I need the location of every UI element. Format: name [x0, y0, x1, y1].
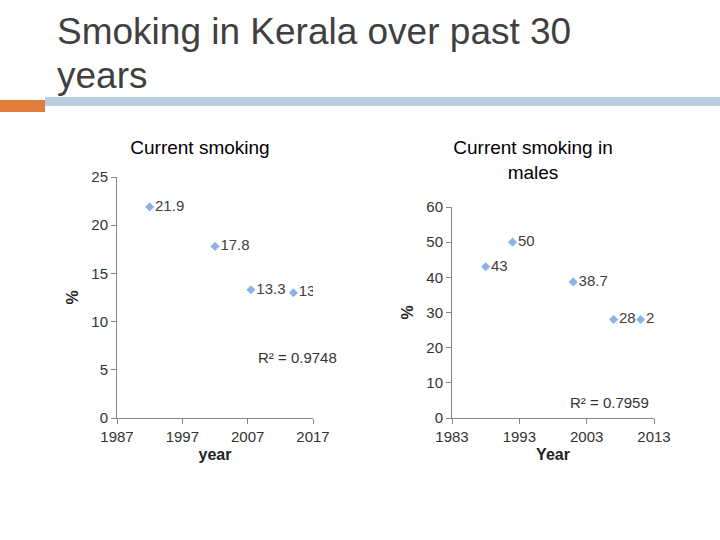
svg-text:30: 30: [426, 304, 443, 321]
svg-text:20: 20: [426, 339, 443, 356]
svg-text:38.7: 38.7: [579, 272, 608, 289]
svg-text:20: 20: [91, 216, 108, 233]
svg-text:25: 25: [91, 168, 108, 185]
html-text:Current smoking in males: Current smoking in males: [453, 137, 613, 183]
svg-text:1993: 1993: [503, 428, 536, 445]
svg-text:21.9: 21.9: [155, 197, 184, 214]
svg-text:0: 0: [100, 409, 108, 426]
svg-text:60: 60: [426, 198, 443, 215]
svg-text:%: %: [64, 290, 81, 304]
svg-text:1987: 1987: [100, 428, 133, 445]
svg-text:28: 28: [646, 309, 654, 326]
svg-text:2017: 2017: [296, 428, 329, 445]
svg-text:2003: 2003: [570, 428, 603, 445]
svg-text:50: 50: [426, 233, 443, 250]
html-text:Current smoking: Current smoking: [130, 137, 270, 158]
svg-text:13.3: 13.3: [256, 280, 285, 297]
svg-text:year: year: [199, 446, 232, 463]
svg-text:2013: 2013: [637, 428, 670, 445]
svg-text:43: 43: [491, 257, 508, 274]
svg-text:50: 50: [518, 232, 535, 249]
svg-text:5: 5: [100, 361, 108, 378]
svg-text:Year: Year: [536, 446, 570, 463]
svg-text:10: 10: [91, 313, 108, 330]
html-text:Smoking in Kerala over past 30: Smoking in Kerala over past 30 years: [57, 11, 572, 96]
svg-text:28: 28: [619, 309, 636, 326]
svg-text:10: 10: [426, 374, 443, 391]
svg-text:13: 13: [299, 282, 313, 299]
svg-text:1997: 1997: [166, 428, 199, 445]
svg-text:15: 15: [91, 265, 108, 282]
svg-text:R² = 0.7959: R² = 0.7959: [570, 394, 649, 411]
svg-text:17.8: 17.8: [220, 236, 249, 253]
svg-text:0: 0: [435, 409, 443, 426]
svg-text:1983: 1983: [435, 428, 468, 445]
svg-text:R² = 0.9748: R² = 0.9748: [258, 349, 337, 366]
svg-text:40: 40: [426, 269, 443, 286]
svg-text:%: %: [399, 305, 416, 319]
svg-text:2007: 2007: [231, 428, 264, 445]
